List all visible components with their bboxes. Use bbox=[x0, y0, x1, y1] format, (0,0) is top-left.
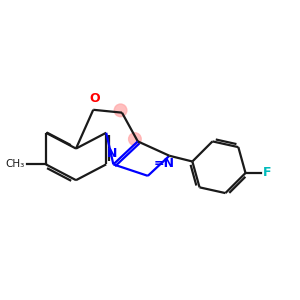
Text: CH₃: CH₃ bbox=[6, 159, 25, 170]
Circle shape bbox=[114, 104, 127, 117]
Circle shape bbox=[129, 133, 141, 146]
Text: N: N bbox=[107, 147, 117, 160]
Text: =N: =N bbox=[154, 157, 175, 170]
Text: F: F bbox=[263, 167, 272, 179]
Text: O: O bbox=[89, 92, 100, 106]
